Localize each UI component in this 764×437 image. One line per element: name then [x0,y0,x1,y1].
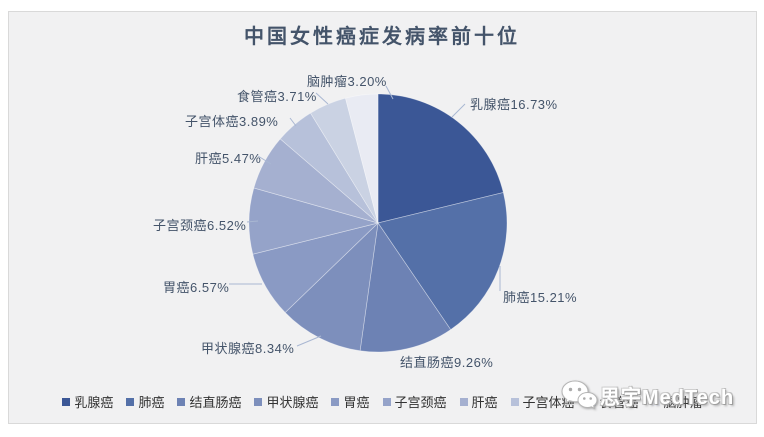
leader-line-breast-cancer [451,103,466,118]
pie-slices [248,93,508,353]
legend-label: 食管癌 [599,395,639,410]
legend-swatch-icon [331,397,340,406]
chart-legend: 乳腺癌 肺癌 结直肠癌 甲状腺癌 胃癌 子宫颈癌 肝癌 子宫体癌 食管癌 脑肿瘤 [8,392,757,411]
legend-swatch-icon [382,397,391,406]
pie-slice-8 [279,112,379,224]
legend-label: 乳腺癌 [74,395,114,410]
legend-label: 结直肠癌 [189,395,242,410]
legend-swatch-icon [62,397,71,406]
legend-item-8: 子宫体癌 [510,392,575,411]
leader-line-thyroid-cancer [296,335,322,347]
legend-label: 子宫体癌 [522,395,575,410]
legend-label: 子宫颈癌 [394,395,447,410]
leader-line-esophageal-cancer [315,92,329,105]
chart-title: 中国女性癌症发病率前十位 [244,26,520,48]
pie-slice-7 [253,138,379,224]
leader-line-liver-cancer [257,155,272,165]
legend-label: 肺癌 [138,395,165,410]
pie-slice-6 [248,187,380,255]
thyroid-cancer-label: 甲状腺癌8.34% [201,341,295,356]
wechat-icon [561,380,598,410]
legend-swatch-icon [177,397,186,406]
watermark-text: 思宇MedTech [600,386,735,409]
cervical-cancer-label: 子宫颈癌6.52% [153,218,247,233]
stomach-cancer-label: 胃癌6.57% [163,280,230,295]
legend-item-3: 结直肠癌 [177,392,241,411]
pie-slice-9 [310,97,379,224]
leader-line-uterine-cancer [289,117,297,127]
pie-slice-3 [359,222,452,353]
brain-tumor-label: 脑肿瘤3.20% [307,74,387,89]
legend-item-7: 肝癌 [459,392,498,411]
legend-item-2: 肺癌 [126,392,164,411]
legend-label: 脑肿瘤 [663,395,703,410]
legend-label: 肝癌 [471,395,498,410]
pie-slice-1 [377,93,504,224]
liver-cancer-label: 肝癌5.47% [195,151,262,166]
leader-line-brain-tumor [385,85,394,100]
legend-swatch-icon [651,397,660,406]
legend-label: 甲状腺癌 [266,395,319,410]
leader-line-cervical-cancer [246,220,259,223]
legend-item-5: 胃癌 [331,392,370,411]
legend-swatch-icon [126,397,135,406]
legend-label: 胃癌 [343,395,370,410]
legend-swatch-icon [254,397,263,406]
lung-cancer-label: 肺癌15.21% [503,290,578,305]
pie-slice-4 [284,222,379,352]
esophageal-cancer-label: 食管癌3.71% [237,89,317,104]
watermark: 思宇MedTech [560,379,734,411]
legend-swatch-icon [510,397,519,406]
pie-slice-2 [377,192,508,331]
legend-item-10: 脑肿瘤 [651,392,703,411]
pie-slice-10 [345,93,379,224]
legend-item-6: 子宫颈癌 [382,392,447,411]
colorectal-cancer-label: 结直肠癌9.26% [400,355,494,370]
legend-item-1: 乳腺癌 [62,392,113,411]
pie-slice-5 [252,222,380,314]
leader-lines [229,85,501,347]
legend-swatch-icon [459,397,468,406]
uterine-cancer-label: 子宫体癌3.89% [185,114,279,129]
breast-cancer-label: 乳腺癌16.73% [470,97,558,112]
legend-item-4: 甲状腺癌 [254,392,318,411]
